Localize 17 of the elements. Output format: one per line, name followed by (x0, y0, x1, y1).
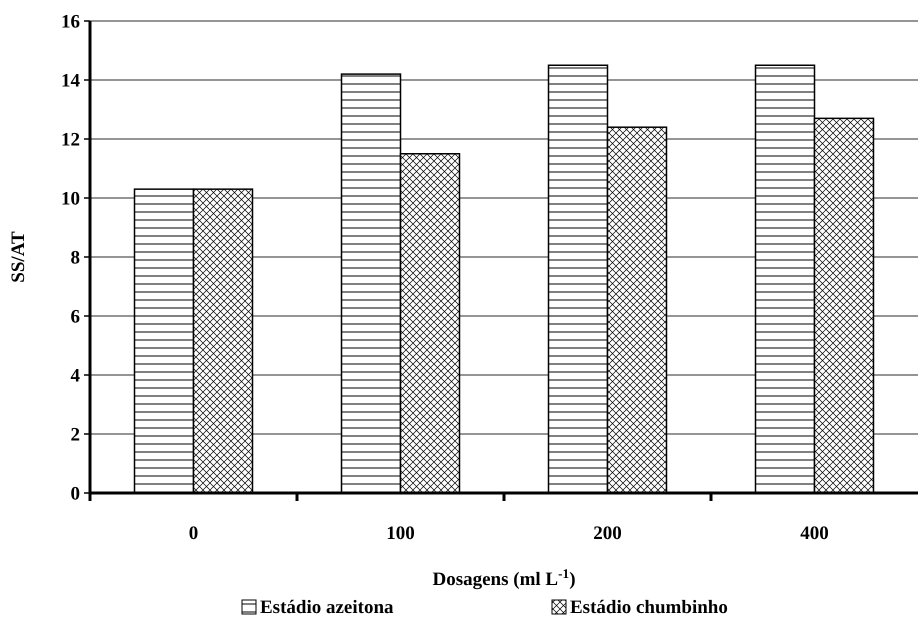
y-tick-label: 0 (70, 484, 80, 505)
x-tick-label: 100 (386, 523, 415, 544)
x-tick-label: 200 (593, 523, 622, 544)
y-tick-label: 8 (70, 248, 80, 269)
x-axis-title: Dosagens (ml L$^{-1}$) (432, 566, 576, 590)
y-tick-label: 6 (70, 306, 80, 328)
legend-label: Estádio azeitona (260, 597, 394, 618)
y-tick-label: 14 (61, 70, 80, 92)
y-tick-label: 12 (61, 130, 80, 151)
y-tick-label: 4 (70, 366, 80, 387)
y-tick-label: 2 (70, 424, 80, 446)
legend-label: Estádio chumbinho (570, 597, 728, 618)
y-axis-title: SS/AT (8, 230, 29, 283)
y-tick-label: 16 (61, 12, 80, 33)
y-tick-label: 10 (61, 188, 80, 210)
x-tick-label: 400 (800, 523, 829, 544)
x-tick-label: 0 (188, 523, 198, 544)
